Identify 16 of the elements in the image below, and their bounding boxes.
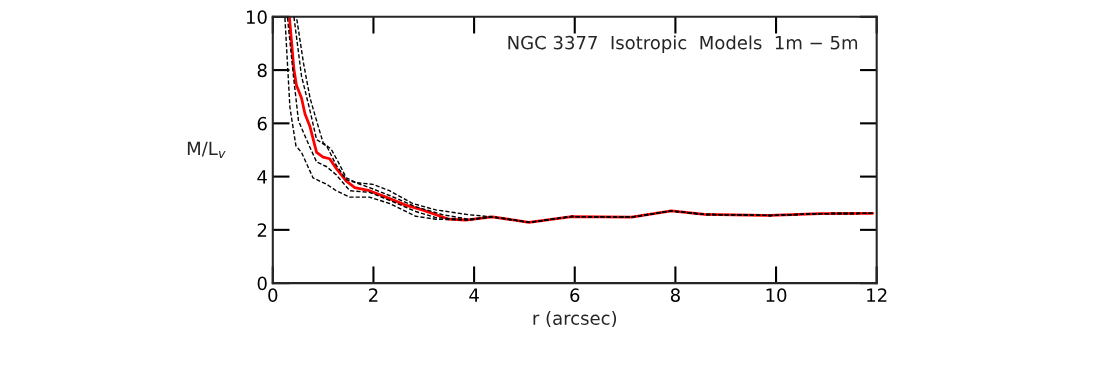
x-tick-label: 4 xyxy=(469,288,479,302)
x-axis-title: r (arcsec) xyxy=(533,311,617,328)
y-tick-label: 6 xyxy=(257,116,267,131)
x-tick-label: 6 xyxy=(570,288,580,302)
y-tick-label: 4 xyxy=(257,170,267,184)
x-tick-label: 0 xyxy=(268,288,278,302)
y-tick-label: 10 xyxy=(246,10,267,24)
x-tick-label: 2 xyxy=(369,288,378,302)
x-tick-label: 12 xyxy=(867,288,887,302)
y-axis-title: M/L$_{v}$ xyxy=(187,141,226,158)
y-tick-label: 0 xyxy=(257,276,267,291)
y-tick-label: 8 xyxy=(257,63,267,78)
y-tick-label: 2 xyxy=(257,223,267,237)
x-tick-label: 8 xyxy=(670,288,680,302)
annotation: NGC 3377 Isotropic Models 1m − 5m xyxy=(508,35,858,53)
x-tick-label: 10 xyxy=(766,288,787,302)
